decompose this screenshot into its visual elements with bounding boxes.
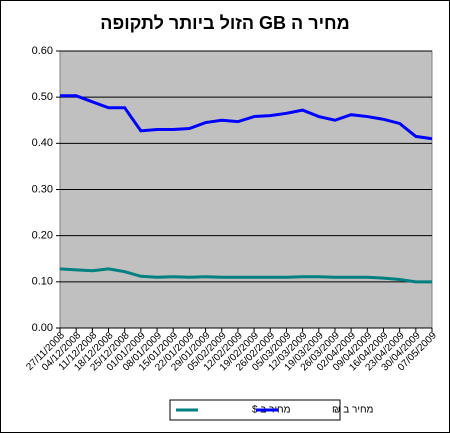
y-tick-label: 0.10 [32,276,53,288]
legend-label: מחיר ב ₪ [332,405,374,416]
y-tick-label: 0.40 [32,137,53,149]
y-tick-label: 0.50 [32,91,53,103]
y-tick-label: 0.20 [32,230,53,242]
chart-title: מחיר ה GB הזול ביותר לתקופה [100,13,349,33]
legend-box [169,399,341,421]
series-line [60,94,433,141]
series-line [59,267,432,284]
y-tick-label: 0.30 [32,183,53,195]
legend: מחיר ב $מחיר ב ₪ [169,399,374,421]
y-tick-label: 0.00 [32,322,53,334]
y-tick-label: 0.60 [32,45,53,57]
